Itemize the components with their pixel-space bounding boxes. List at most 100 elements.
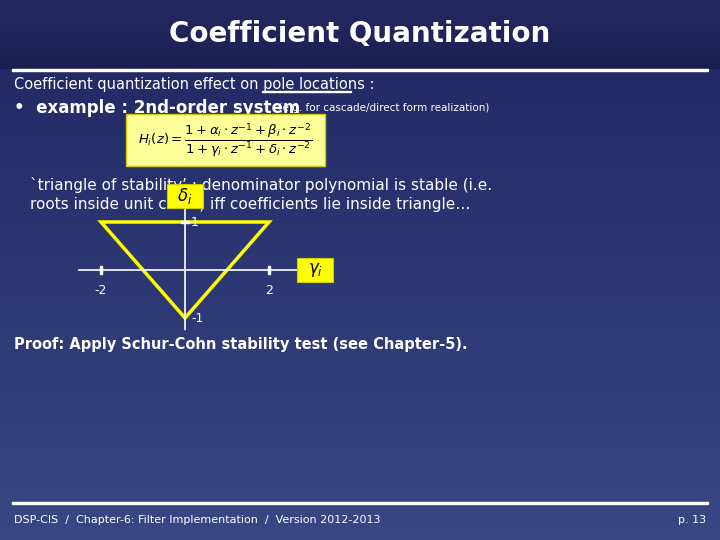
Bar [0, 111, 720, 112]
Bar [0, 434, 720, 435]
Bar [0, 27, 720, 28]
Bar [0, 383, 720, 384]
Bar [0, 345, 720, 346]
Bar [0, 225, 720, 226]
Bar [0, 40, 720, 41]
Bar [0, 392, 720, 393]
Bar [0, 39, 720, 40]
Bar [0, 516, 720, 517]
Bar [0, 290, 720, 291]
Bar [0, 67, 720, 68]
Bar [0, 447, 720, 448]
Text: Coefficient quantization effect on pole locations :: Coefficient quantization effect on pole … [14, 78, 374, 92]
Bar [0, 279, 720, 280]
Bar [0, 292, 720, 293]
Bar [0, 319, 720, 320]
Bar [0, 135, 720, 136]
Bar [0, 361, 720, 362]
Bar [0, 31, 720, 32]
Bar [0, 107, 720, 108]
Bar [0, 14, 720, 15]
Bar [0, 442, 720, 443]
Bar [0, 33, 720, 34]
Text: $H_i(z)=\dfrac{1+\alpha_i\cdot z^{-1}+\beta_i\cdot z^{-2}}{1+\gamma_i\cdot z^{-1: $H_i(z)=\dfrac{1+\alpha_i\cdot z^{-1}+\b… [138, 121, 312, 159]
Bar [0, 38, 720, 39]
Bar [0, 377, 720, 378]
Bar [0, 160, 720, 161]
Bar [0, 232, 720, 233]
Bar [0, 153, 720, 154]
Bar [0, 114, 720, 115]
Bar [0, 66, 720, 67]
Bar [0, 216, 720, 217]
Bar [0, 288, 720, 289]
Bar [0, 424, 720, 425]
Bar [0, 193, 720, 194]
Bar [0, 454, 720, 455]
Bar [0, 99, 720, 100]
Bar [0, 382, 720, 383]
Bar [0, 245, 720, 246]
Bar [0, 145, 720, 146]
Bar [0, 455, 720, 456]
Bar [0, 108, 720, 109]
Bar [0, 427, 720, 428]
Bar [0, 418, 720, 419]
Bar [0, 17, 720, 18]
Bar [0, 268, 720, 269]
Bar [0, 132, 720, 133]
Text: 2: 2 [265, 284, 273, 297]
Bar [0, 45, 720, 46]
Bar [0, 385, 720, 386]
Bar [0, 381, 720, 382]
Bar [0, 77, 720, 78]
Bar [0, 167, 720, 168]
Bar [0, 390, 720, 391]
Bar [0, 39, 720, 40]
Bar [0, 17, 720, 18]
Bar [0, 28, 720, 29]
Bar [0, 2, 720, 3]
Bar [0, 221, 720, 222]
Bar [0, 299, 720, 300]
Bar [0, 149, 720, 150]
Bar [0, 353, 720, 354]
Bar [0, 428, 720, 429]
Bar [0, 328, 720, 329]
Bar [0, 397, 720, 398]
Bar [0, 22, 720, 23]
Bar [0, 352, 720, 353]
Bar [0, 85, 720, 86]
Bar [0, 295, 720, 296]
Bar [0, 9, 720, 10]
Bar [0, 38, 720, 39]
Bar [0, 10, 720, 11]
Bar [0, 419, 720, 420]
Bar [0, 6, 720, 7]
Bar [262, 91, 351, 92]
Bar [0, 57, 720, 58]
Bar [0, 350, 720, 351]
Bar [0, 198, 720, 199]
Bar [0, 60, 720, 61]
Bar [0, 54, 720, 55]
Bar [0, 441, 720, 442]
Bar [0, 302, 720, 303]
Bar [0, 197, 720, 198]
Bar [0, 181, 720, 182]
Bar [0, 344, 720, 345]
Bar [0, 402, 720, 403]
Bar [0, 119, 720, 120]
Bar [0, 72, 720, 73]
Bar [0, 515, 720, 516]
Bar [0, 12, 720, 13]
Bar [0, 525, 720, 526]
Bar [0, 143, 720, 144]
Bar [0, 281, 720, 282]
Bar [0, 487, 720, 488]
Bar [0, 481, 720, 482]
Bar [0, 179, 720, 180]
Bar [0, 388, 720, 389]
Bar [0, 174, 720, 175]
Bar [0, 157, 720, 158]
